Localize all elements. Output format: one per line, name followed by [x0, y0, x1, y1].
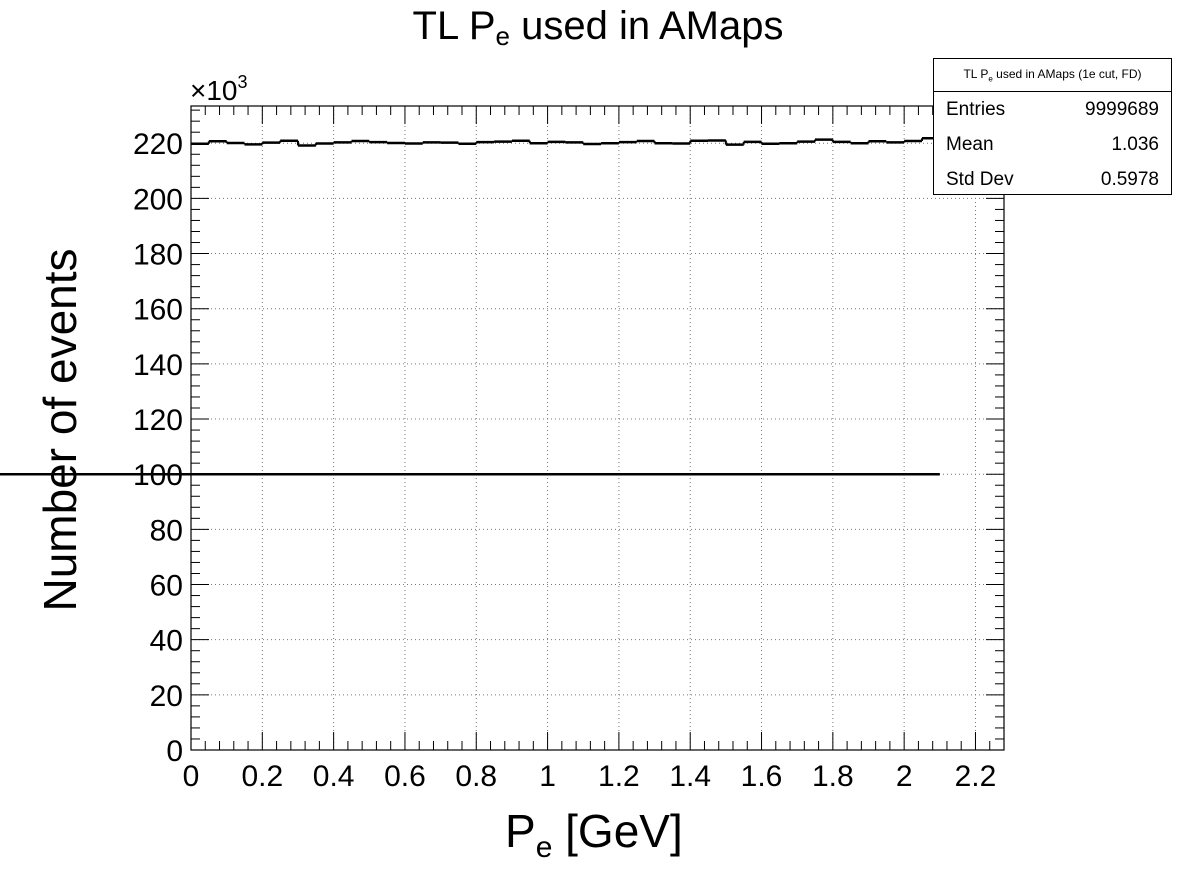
- stats-key: Mean: [946, 134, 994, 155]
- title-main: TL P: [412, 4, 496, 48]
- y-tick-label: 120: [133, 404, 183, 437]
- x-axis-label-subscript: e: [535, 831, 553, 864]
- x-tick-label: 2: [896, 760, 913, 793]
- y-tick-labels: 0 20 40 60 80 100 120 140 160 180 200 220: [133, 128, 183, 768]
- y-tick-label: 80: [150, 514, 183, 547]
- stats-row-mean: Mean 1.036: [934, 127, 1171, 162]
- x-tick-label: 1.6: [741, 760, 783, 793]
- stats-title-main: TL P: [963, 67, 989, 81]
- chart-title: TL Pe used in AMaps: [0, 4, 1196, 52]
- stats-box: TL Pe used in AMaps (1e cut, FD) Entries…: [933, 58, 1172, 195]
- x-tick-label: 1.2: [598, 760, 640, 793]
- stats-box-title: TL Pe used in AMaps (1e cut, FD): [934, 59, 1171, 92]
- y-multiplier-exponent: 3: [238, 72, 248, 92]
- x-tick-label: 1.8: [812, 760, 854, 793]
- histogram-series: [0, 137, 940, 476]
- x-tick-labels: 0 0.2 0.4 0.6 0.8 1 1.2 1.4 1.6 1.8 2 2.2: [183, 760, 997, 793]
- stats-value: 1.036: [1111, 134, 1159, 155]
- x-axis-label: Pe [GeV]: [505, 804, 683, 865]
- y-tick-label: 40: [150, 625, 183, 658]
- x-tick-label: 1.4: [669, 760, 711, 793]
- y-tick-label: 140: [133, 349, 183, 382]
- axis-ticks: [190, 106, 1005, 751]
- stats-row-std-dev: Std Dev 0.5978: [934, 162, 1171, 197]
- y-tick-label: 100: [133, 459, 183, 492]
- stats-key: Entries: [946, 99, 1006, 120]
- y-tick-label: 220: [133, 128, 183, 161]
- y-tick-label: 160: [133, 294, 183, 327]
- y-tick-label: 20: [150, 680, 183, 713]
- stats-row-entries: Entries 9999689: [934, 92, 1171, 127]
- x-tick-label: 2.2: [955, 760, 997, 793]
- stats-title-subscript: e: [988, 74, 993, 84]
- x-tick-label: 0: [183, 760, 200, 793]
- stats-value: 9999689: [1085, 99, 1159, 120]
- x-tick-label: 0.8: [455, 760, 497, 793]
- y-tick-label: 180: [133, 239, 183, 272]
- y-multiplier: ×103: [190, 72, 248, 106]
- plot-frame: [190, 105, 1005, 751]
- x-axis-label-main: P: [505, 805, 536, 857]
- stats-title-rest: used in AMaps (1e cut, FD): [992, 67, 1142, 81]
- x-tick-label: 0.6: [384, 760, 426, 793]
- y-multiplier-base: ×10: [190, 75, 238, 106]
- x-tick-label: 0.4: [313, 760, 355, 793]
- grid-lines: [191, 106, 1004, 750]
- y-tick-label: 60: [150, 570, 183, 603]
- y-tick-label: 200: [133, 183, 183, 216]
- stats-key: Std Dev: [946, 169, 1014, 190]
- stats-value: 0.5978: [1100, 169, 1159, 190]
- y-axis-label: Number of events: [34, 248, 86, 612]
- x-tick-label: 1: [539, 760, 556, 793]
- x-axis-label-rest: [GeV]: [552, 805, 683, 857]
- title-subscript: e: [495, 21, 510, 51]
- title-rest: used in AMaps: [509, 4, 784, 48]
- x-tick-label: 0.2: [241, 760, 283, 793]
- y-tick-label: 0: [166, 735, 183, 768]
